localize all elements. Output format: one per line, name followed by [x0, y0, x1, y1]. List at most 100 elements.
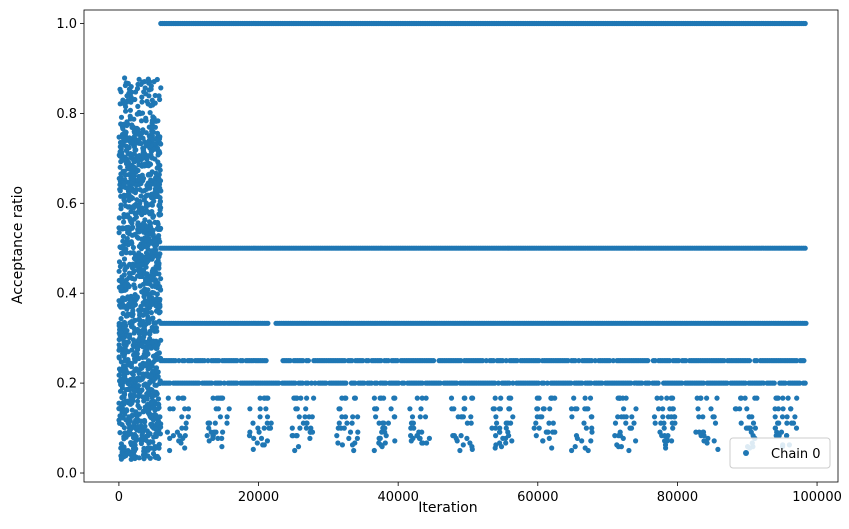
data-point — [117, 430, 123, 436]
data-point — [510, 380, 516, 386]
data-point — [344, 420, 350, 426]
data-point — [189, 358, 195, 364]
data-point — [147, 331, 153, 337]
data-point — [552, 429, 558, 435]
data-point — [157, 296, 163, 302]
data-point — [156, 151, 162, 157]
data-point — [541, 406, 547, 412]
data-point — [132, 256, 138, 262]
data-point — [128, 361, 135, 367]
data-point — [219, 435, 225, 441]
data-point — [149, 125, 155, 131]
data-point — [343, 380, 349, 386]
data-point — [533, 433, 539, 439]
data-point — [460, 442, 466, 448]
data-point — [143, 91, 149, 97]
data-point — [287, 358, 293, 364]
data-point — [300, 420, 306, 426]
data-point — [323, 380, 329, 386]
data-point — [338, 425, 344, 431]
data-point — [118, 302, 124, 309]
data-point — [239, 358, 246, 364]
y-tick-label: 0.8 — [56, 107, 77, 122]
data-point — [147, 455, 153, 461]
data-point — [365, 358, 371, 364]
data-point — [378, 358, 384, 364]
data-point — [201, 358, 207, 364]
data-point — [155, 396, 162, 402]
data-point — [129, 220, 135, 226]
data-point — [579, 380, 585, 386]
data-point — [379, 444, 385, 450]
data-point — [149, 131, 155, 137]
data-point — [153, 280, 159, 286]
data-point — [127, 274, 133, 280]
data-point — [123, 348, 129, 354]
data-point — [676, 358, 682, 364]
data-point — [349, 420, 355, 426]
data-point — [226, 406, 232, 412]
data-point — [143, 115, 149, 121]
data-point — [417, 435, 423, 441]
data-point — [116, 268, 122, 274]
data-point — [150, 137, 156, 143]
data-point — [117, 298, 123, 304]
data-point — [376, 420, 382, 426]
data-point — [458, 414, 464, 420]
data-point — [448, 395, 455, 401]
data-point — [158, 141, 164, 147]
data-point — [178, 440, 184, 446]
data-point — [276, 380, 282, 386]
data-point — [118, 316, 124, 322]
data-point — [150, 102, 156, 108]
data-point — [135, 398, 141, 404]
data-point — [141, 325, 147, 331]
data-point — [176, 358, 182, 364]
data-point — [146, 295, 152, 301]
data-point — [449, 406, 455, 412]
data-point — [732, 406, 739, 412]
data-point — [408, 438, 414, 444]
data-point — [130, 261, 136, 267]
data-point — [135, 103, 141, 109]
data-point — [156, 172, 162, 178]
data-point — [116, 400, 122, 406]
data-point — [117, 86, 123, 92]
data-point — [153, 308, 160, 314]
data-point — [145, 382, 151, 389]
data-point — [535, 380, 542, 386]
data-point — [534, 395, 540, 401]
data-point — [771, 380, 777, 386]
data-point — [130, 372, 136, 378]
data-point — [712, 420, 719, 426]
data-point — [116, 225, 122, 231]
data-point — [589, 425, 595, 431]
data-point — [368, 380, 374, 386]
data-point — [151, 320, 157, 326]
data-point — [754, 358, 760, 364]
data-point — [454, 438, 460, 444]
data-point — [117, 263, 123, 270]
data-point — [746, 358, 753, 364]
x-tick-label: 60000 — [517, 490, 558, 505]
data-point — [257, 414, 263, 420]
data-point — [497, 429, 503, 435]
data-point — [156, 265, 162, 271]
data-point — [307, 435, 313, 441]
data-point — [308, 380, 315, 386]
data-point — [155, 351, 161, 357]
data-point — [295, 444, 302, 450]
data-point — [132, 211, 139, 217]
data-point — [125, 204, 131, 210]
data-point — [142, 271, 148, 277]
data-point — [506, 395, 512, 401]
data-point — [130, 188, 136, 194]
data-point — [628, 380, 634, 386]
data-point — [150, 315, 156, 321]
data-point — [154, 453, 160, 460]
data-point — [150, 214, 156, 220]
data-point — [117, 164, 123, 170]
x-axis-label: Iteration — [418, 500, 477, 516]
data-point — [121, 353, 127, 360]
data-point — [122, 198, 128, 204]
